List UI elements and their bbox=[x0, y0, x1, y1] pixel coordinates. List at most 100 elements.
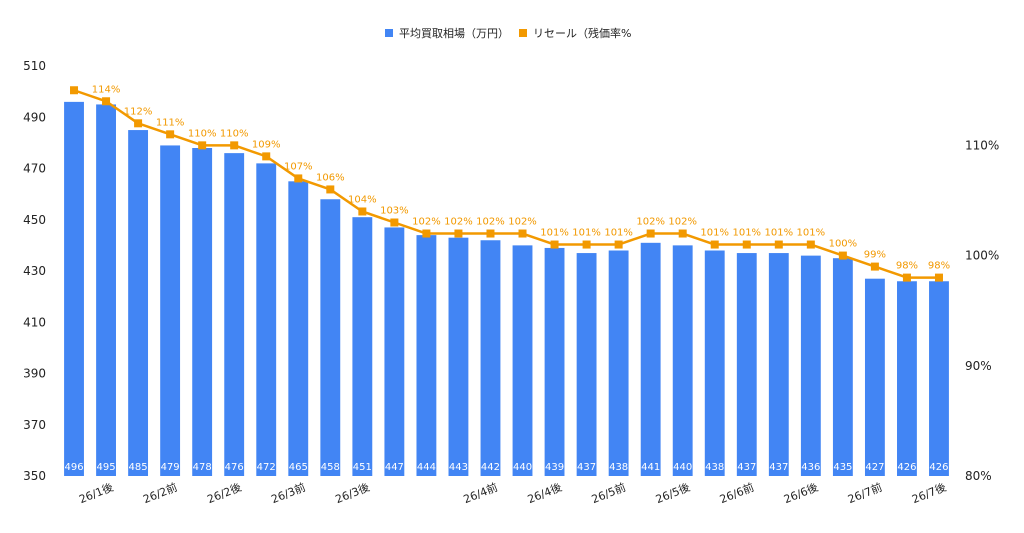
line-point bbox=[102, 97, 111, 106]
line-point bbox=[358, 207, 367, 216]
left-tick-label: 390 bbox=[23, 367, 46, 381]
line-point bbox=[326, 185, 335, 194]
right-tick-label: 110% bbox=[965, 138, 999, 152]
bar-value-label: 496 bbox=[64, 462, 83, 473]
right-tick-label: 100% bbox=[965, 249, 999, 263]
line-value-label: 101% bbox=[540, 228, 569, 239]
line-point bbox=[518, 229, 527, 238]
bar bbox=[929, 281, 949, 476]
line-value-label: 110% bbox=[220, 128, 249, 139]
bar bbox=[800, 255, 821, 476]
line-point bbox=[70, 86, 79, 95]
bar bbox=[256, 163, 277, 476]
bar bbox=[832, 258, 853, 476]
bar bbox=[736, 253, 757, 476]
category-label: 26/4後 bbox=[525, 480, 563, 506]
category-label: 26/4前 bbox=[461, 480, 499, 506]
bar bbox=[480, 240, 501, 476]
line-point bbox=[134, 119, 143, 128]
line-point bbox=[614, 240, 623, 249]
legend: 平均買取相場（万円） リセール（残価率% bbox=[385, 26, 631, 40]
bar bbox=[512, 245, 533, 476]
category-axis: 26/1後 26/2前 26/2後 26/3前 26/3後 26/4前 26/4後 26/5前… bbox=[77, 480, 948, 506]
line-point bbox=[934, 273, 943, 282]
line-point bbox=[678, 229, 687, 238]
bar-value-label: 438 bbox=[705, 462, 724, 473]
left-tick-label: 450 bbox=[23, 213, 46, 227]
bar bbox=[288, 181, 309, 476]
legend-label-bar: 平均買取相場（万円） bbox=[399, 27, 509, 40]
line-value-label: 98% bbox=[928, 261, 950, 272]
line-point bbox=[902, 273, 911, 282]
bar bbox=[128, 130, 149, 476]
bar bbox=[672, 245, 693, 476]
bar bbox=[864, 278, 885, 476]
line-point bbox=[550, 240, 559, 249]
bar-value-label: 439 bbox=[545, 462, 564, 473]
bar bbox=[768, 253, 789, 476]
line-point bbox=[870, 262, 879, 271]
line-value-label: 102% bbox=[636, 217, 665, 228]
bar-value-label: 437 bbox=[577, 462, 596, 473]
line-value-label: 112% bbox=[124, 106, 153, 117]
left-axis: 350 370 390 410 430 450 470 490 510 bbox=[23, 59, 46, 483]
bar bbox=[608, 250, 629, 476]
line-point bbox=[486, 229, 495, 238]
bar bbox=[576, 253, 597, 476]
line-point bbox=[294, 174, 303, 183]
bar-value-label: 426 bbox=[897, 462, 916, 473]
left-tick-label: 490 bbox=[23, 110, 46, 124]
bar-value-label: 426 bbox=[929, 462, 948, 473]
line-value-label: 101% bbox=[797, 228, 826, 239]
bar-value-label: 427 bbox=[865, 462, 884, 473]
line-value-label: 101% bbox=[700, 228, 729, 239]
bar-value-label: 465 bbox=[289, 462, 308, 473]
line-point bbox=[422, 229, 431, 238]
line-point bbox=[742, 240, 751, 249]
bar bbox=[897, 281, 917, 476]
category-label: 26/6前 bbox=[718, 480, 756, 506]
line-point bbox=[774, 240, 783, 249]
bar-value-label: 440 bbox=[673, 462, 692, 473]
category-label: 26/6後 bbox=[782, 480, 820, 506]
bar-value-label: 472 bbox=[257, 462, 276, 473]
category-label: 26/7後 bbox=[910, 480, 948, 506]
bar bbox=[704, 250, 725, 476]
bar bbox=[544, 247, 565, 476]
bar-value-label: 451 bbox=[353, 462, 372, 473]
line-value-label: 102% bbox=[508, 217, 537, 228]
line-value-label: 98% bbox=[896, 261, 918, 272]
line-value-label: 102% bbox=[412, 217, 441, 228]
left-tick-label: 410 bbox=[23, 315, 46, 329]
line-point bbox=[646, 229, 655, 238]
category-label: 26/3前 bbox=[269, 480, 307, 506]
bar-value-label: 447 bbox=[385, 462, 404, 473]
bar bbox=[352, 217, 373, 476]
bar bbox=[64, 101, 84, 476]
line-value-label: 101% bbox=[732, 228, 761, 239]
line-value-label: 102% bbox=[476, 217, 505, 228]
bar-value-label: 478 bbox=[193, 462, 212, 473]
line-point bbox=[262, 152, 271, 161]
bar-series: 496 495 485 479 478 476 472 465 458 451 447 444 443 4… bbox=[64, 101, 949, 476]
right-tick-label: 90% bbox=[965, 359, 992, 373]
bar bbox=[96, 104, 116, 476]
left-tick-label: 350 bbox=[23, 469, 46, 483]
bar-value-label: 436 bbox=[801, 462, 820, 473]
bar-value-label: 495 bbox=[97, 462, 116, 473]
line-value-label: 99% bbox=[864, 250, 886, 261]
left-tick-label: 370 bbox=[23, 418, 46, 432]
left-tick-label: 430 bbox=[23, 264, 46, 278]
line-point bbox=[838, 251, 847, 260]
line-value-label: 102% bbox=[668, 217, 697, 228]
category-label: 26/2後 bbox=[205, 480, 243, 506]
line-value-label: 101% bbox=[572, 228, 601, 239]
category-label: 26/5前 bbox=[589, 480, 627, 506]
line-value-label: 107% bbox=[284, 161, 313, 172]
bar bbox=[160, 145, 181, 476]
line-value-label: 101% bbox=[765, 228, 794, 239]
line-point bbox=[710, 240, 719, 249]
bar-value-label: 476 bbox=[225, 462, 244, 473]
bar-value-label: 435 bbox=[833, 462, 852, 473]
